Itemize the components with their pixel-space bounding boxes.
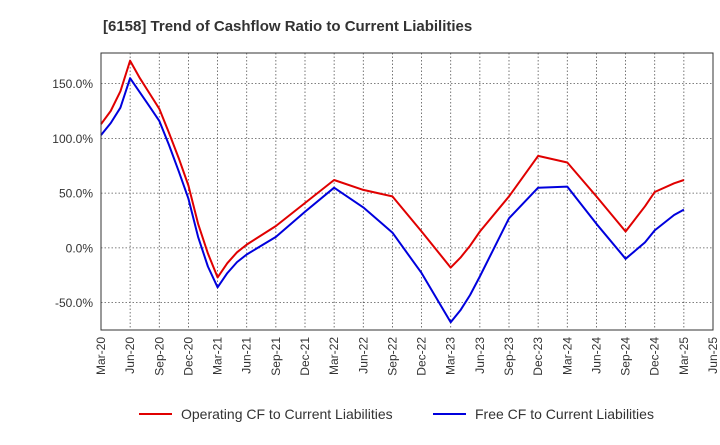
x-tick-label: Dec-24 [648, 337, 662, 376]
y-tick-label: -50.0% [55, 296, 93, 310]
x-tick-label: Jun-22 [356, 337, 370, 374]
chart-title: [6158] Trend of Cashflow Ratio to Curren… [103, 18, 472, 35]
x-tick-label: Sep-23 [502, 337, 516, 376]
x-tick-label: Jun-21 [240, 337, 254, 374]
x-tick-label: Dec-23 [531, 337, 545, 376]
x-tick-label: Jun-23 [473, 337, 487, 374]
y-tick-label: 100.0% [52, 132, 93, 146]
x-tick-label: Jun-25 [706, 337, 720, 374]
series-lines [100, 59, 685, 324]
y-axis-tick-labels: -50.0% 0.0% 50.0% 100.0% 150.0% [52, 77, 93, 310]
y-tick-label: 0.0% [66, 241, 94, 255]
x-tick-label: Dec-20 [181, 337, 195, 376]
y-tick-label: 50.0% [59, 187, 93, 201]
x-tick-label: Mar-23 [444, 337, 458, 375]
x-tick-label: Jun-24 [589, 337, 603, 374]
x-tick-label: Mar-24 [560, 337, 574, 375]
legend-label-free-cf: Free CF to Current Liabilities [475, 406, 654, 422]
x-tick-label: Mar-20 [94, 337, 108, 375]
x-tick-label: Sep-24 [619, 337, 633, 376]
legend-label-operating-cf: Operating CF to Current Liabilities [181, 406, 393, 422]
y-tick-label: 150.0% [52, 77, 93, 91]
x-tick-label: Mar-21 [211, 337, 225, 375]
x-tick-label: Jun-20 [123, 337, 137, 374]
x-axis-tick-labels: Mar-20 Jun-20 Sep-20 Dec-20 Mar-21 Jun-21 Sep-… [94, 337, 720, 376]
x-tick-label: Sep-21 [269, 337, 283, 376]
free-cf-line [100, 77, 685, 324]
legend: Operating CF to Current Liabilities Free … [139, 406, 654, 422]
operating-cf-line [100, 59, 685, 279]
x-tick-label: Mar-22 [327, 337, 341, 375]
x-tick-label: Sep-20 [152, 337, 166, 376]
x-tick-label: Sep-22 [385, 337, 399, 376]
x-tick-label: Dec-22 [415, 337, 429, 376]
plot-frame [100, 52, 714, 331]
x-tick-label: Mar-25 [677, 337, 691, 375]
x-tick-label: Dec-21 [298, 337, 312, 376]
grid-lines [100, 53, 714, 330]
